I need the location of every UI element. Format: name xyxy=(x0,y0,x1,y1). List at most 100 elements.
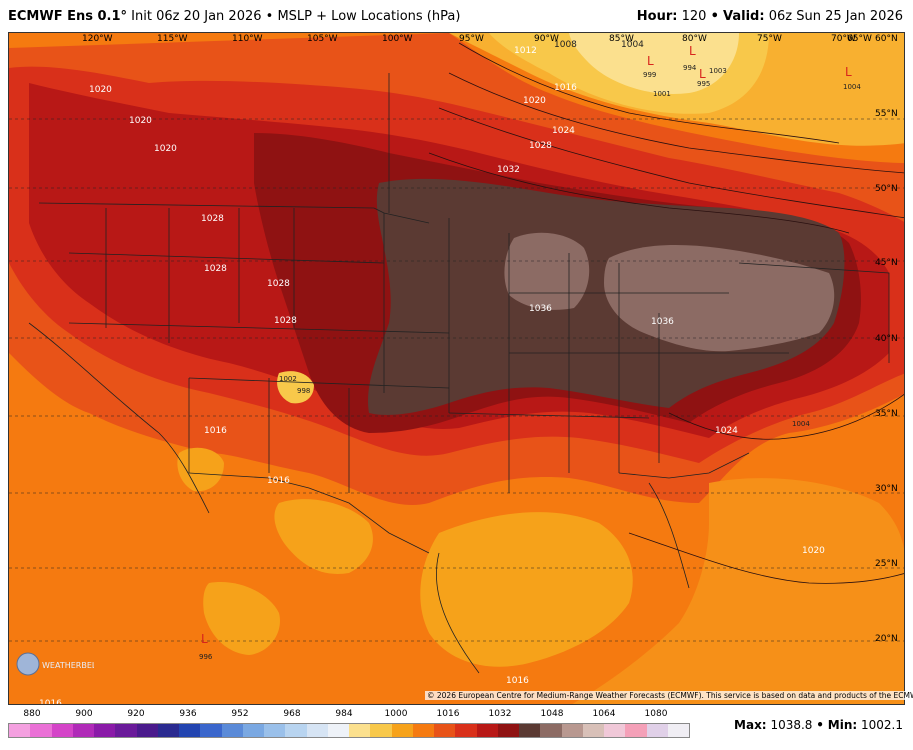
zone-1040-east xyxy=(604,245,835,352)
lat-label: 25°N xyxy=(875,559,898,569)
lat-label: 40°N xyxy=(875,334,898,344)
political-borders xyxy=(28,73,890,674)
low-value: 994 xyxy=(683,64,697,72)
model-name: ECMWF Ens 0.1 xyxy=(8,9,121,24)
colorbar-labels: 880 900 920 936 952 968 984 1000 1016 10… xyxy=(8,709,688,721)
contour-label: 1036 xyxy=(529,304,552,314)
low-centers: L 999 L 994 L 995 1001 1003 L 1004 L 996… xyxy=(199,44,861,661)
lon-label: 90°W xyxy=(534,34,559,44)
low-value: 998 xyxy=(297,387,310,395)
lon-label: 105°W xyxy=(307,34,338,44)
colorbar-label: 936 xyxy=(179,709,197,719)
low-value: 1004 xyxy=(843,83,861,91)
colorbar-label: 1000 xyxy=(384,709,408,719)
weatherbell-logo: WEATHERBELL xyxy=(14,650,101,680)
copyright-notice: © 2026 European Centre for Medium-Range … xyxy=(425,691,913,700)
contour-labels: 1020 1020 1020 1028 1028 1028 1028 1016 … xyxy=(39,40,825,704)
max-value: 1038.8 xyxy=(770,718,813,732)
lon-labels: 120°W 115°W 110°W 105°W 100°W 95°W 90°W … xyxy=(82,34,898,44)
lat-label: 30°N xyxy=(875,484,898,494)
low-marker: L xyxy=(201,632,208,646)
lon-label: 110°W xyxy=(232,34,263,44)
logo-icon: WEATHERBELL xyxy=(16,652,101,676)
header-bullet: • xyxy=(265,9,274,24)
map-footer: 880 900 920 936 952 968 984 1000 1016 10… xyxy=(0,705,913,750)
init-time: Init 06z 20 Jan 2026 xyxy=(131,9,262,24)
colorbar-label: 968 xyxy=(283,709,301,719)
colorbar-label: 1080 xyxy=(644,709,668,719)
lat-labels: 55°N 50°N 45°N 40°N 35°N 30°N 25°N 20°N xyxy=(875,109,898,644)
logo-text: WEATHERBELL xyxy=(42,661,94,670)
contour-label: 1020 xyxy=(129,116,152,126)
colorbar-label: 920 xyxy=(127,709,145,719)
min-value: 1002.1 xyxy=(861,718,903,732)
contour-label: 1020 xyxy=(89,85,112,95)
lon-label: 120°W xyxy=(82,34,113,44)
low-value: 1003 xyxy=(709,67,727,75)
lon-label: 95°W xyxy=(459,34,484,44)
low-value: 1001 xyxy=(653,90,671,98)
header-valid: Hour: 120 • Valid: 06z Sun 25 Jan 2026 xyxy=(637,9,903,24)
contour-label: 1004 xyxy=(621,40,644,50)
colorbar-label: 900 xyxy=(75,709,93,719)
contour-label: 1012 xyxy=(514,46,537,56)
contour-label: 1032 xyxy=(497,165,520,175)
maxmin-bullet: • xyxy=(816,718,824,732)
low-value: 999 xyxy=(643,71,656,79)
zone-south-west-pacific xyxy=(203,582,280,655)
max-label: Max: xyxy=(734,718,767,732)
contour-label: 1016 xyxy=(506,676,529,686)
contour-label: 1028 xyxy=(201,214,224,224)
product-name: MSLP + Low Locations (hPa) xyxy=(277,9,461,24)
map-canvas: 1020 1020 1020 1028 1028 1028 1028 1016 … xyxy=(9,33,904,704)
contour-label: 1028 xyxy=(267,279,290,289)
lat-label: 50°N xyxy=(875,184,898,194)
lon-label: 100°W xyxy=(382,34,413,44)
zone-south-gulf xyxy=(420,512,633,667)
colorbar-label: 952 xyxy=(231,709,249,719)
zone-south-atlantic xyxy=(572,478,904,704)
lon-label: 115°W xyxy=(157,34,188,44)
colorbar-label: 1064 xyxy=(592,709,616,719)
contour-label: 1016 xyxy=(554,83,577,93)
valid-label: Valid: xyxy=(723,9,765,24)
contour-label: 1020 xyxy=(523,96,546,106)
contour-label: 1008 xyxy=(554,40,577,50)
colorbar-label: 1016 xyxy=(436,709,460,719)
hour-value: 120 xyxy=(681,9,707,24)
valid-value: 06z Sun 25 Jan 2026 xyxy=(768,9,903,24)
min-label: Min: xyxy=(827,718,858,732)
zone-south-mexico xyxy=(274,499,373,574)
contour-label: 1024 xyxy=(552,126,575,136)
lon-label: 75°W xyxy=(757,34,782,44)
lat-label: 45°N xyxy=(875,258,898,268)
low-value: 996 xyxy=(199,653,213,661)
lon-label: 70°W xyxy=(831,34,856,44)
lon-label: 80°W xyxy=(682,34,707,44)
contour-label: 1028 xyxy=(274,316,297,326)
map-header: ECMWF Ens 0.1° Init 06z 20 Jan 2026 • MS… xyxy=(0,0,913,32)
lon-label: 85°W xyxy=(609,34,634,44)
zone-1016-small xyxy=(277,371,314,404)
contour-label: 1016 xyxy=(204,426,227,436)
contour-label: 1024 xyxy=(715,426,738,436)
low-value: 1002 xyxy=(279,375,297,383)
contour-label: 1028 xyxy=(204,264,227,274)
colorbar-label: 880 xyxy=(23,709,41,719)
lat-label: 35°N xyxy=(875,409,898,419)
colorbar-label: 1032 xyxy=(488,709,512,719)
pressure-map[interactable]: 1020 1020 1020 1028 1028 1028 1028 1016 … xyxy=(8,32,905,705)
lat-label: 55°N xyxy=(875,109,898,119)
low-marker: L xyxy=(845,65,852,79)
low-marker: L xyxy=(647,54,654,68)
valid-bullet: • xyxy=(710,9,719,24)
lat-label: 20°N xyxy=(875,634,898,644)
degree-symbol: ° xyxy=(120,9,128,24)
contour-label: 1036 xyxy=(651,317,674,327)
contour-label: 1004 xyxy=(792,420,810,428)
contour-label: 1020 xyxy=(802,546,825,556)
lon-label: 60°N xyxy=(875,34,898,44)
contour-label: 1016 xyxy=(267,476,290,486)
lon-label: 65°W xyxy=(847,34,872,44)
pressure-colorbar xyxy=(8,723,690,738)
